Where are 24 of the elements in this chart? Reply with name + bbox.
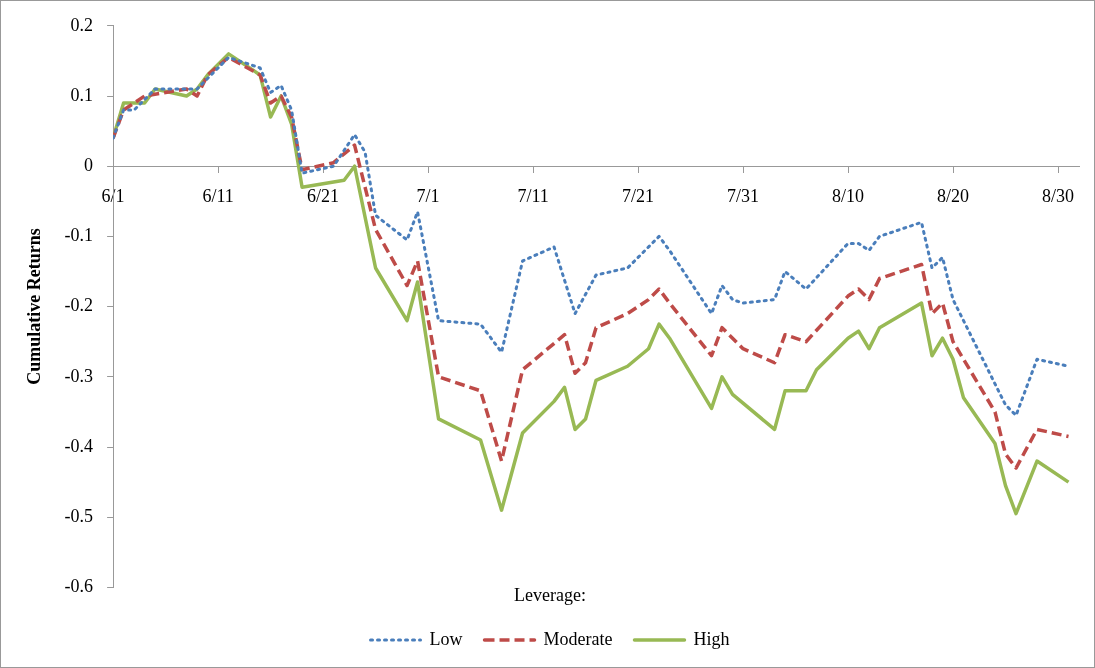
y-tick-label: -0.2 (64, 295, 94, 316)
y-axis-title: Cumulative Returns (24, 228, 45, 385)
x-tick-label: 6/21 (307, 185, 340, 206)
x-tick-label: 6/11 (202, 185, 234, 206)
y-tick-label: -0.5 (64, 505, 94, 526)
x-tick-label: 8/10 (832, 185, 865, 206)
x-tick-label: 8/30 (1041, 185, 1075, 206)
y-tick-label: -0.3 (64, 365, 94, 386)
legend-label: Moderate (543, 628, 613, 649)
x-tick-label: 7/31 (727, 185, 760, 206)
y-tick-label: -0.6 (64, 576, 94, 597)
y-tick-label: 0 (84, 154, 94, 175)
y-tick-label: 0.1 (70, 84, 94, 105)
x-tick-label: 7/1 (416, 185, 440, 206)
x-tick-label: 6/1 (101, 185, 125, 206)
x-tick-label: 8/20 (937, 185, 970, 206)
x-tick-label: 7/21 (622, 185, 655, 206)
y-tick-label: -0.1 (64, 225, 94, 246)
x-tick-label: 7/11 (517, 185, 549, 206)
legend-label: High (693, 628, 730, 649)
y-tick-label: 0.2 (70, 14, 94, 35)
y-tick-label: -0.4 (64, 435, 94, 456)
legend-title: Leverage: (514, 585, 586, 606)
legend-label: Low (429, 628, 463, 649)
